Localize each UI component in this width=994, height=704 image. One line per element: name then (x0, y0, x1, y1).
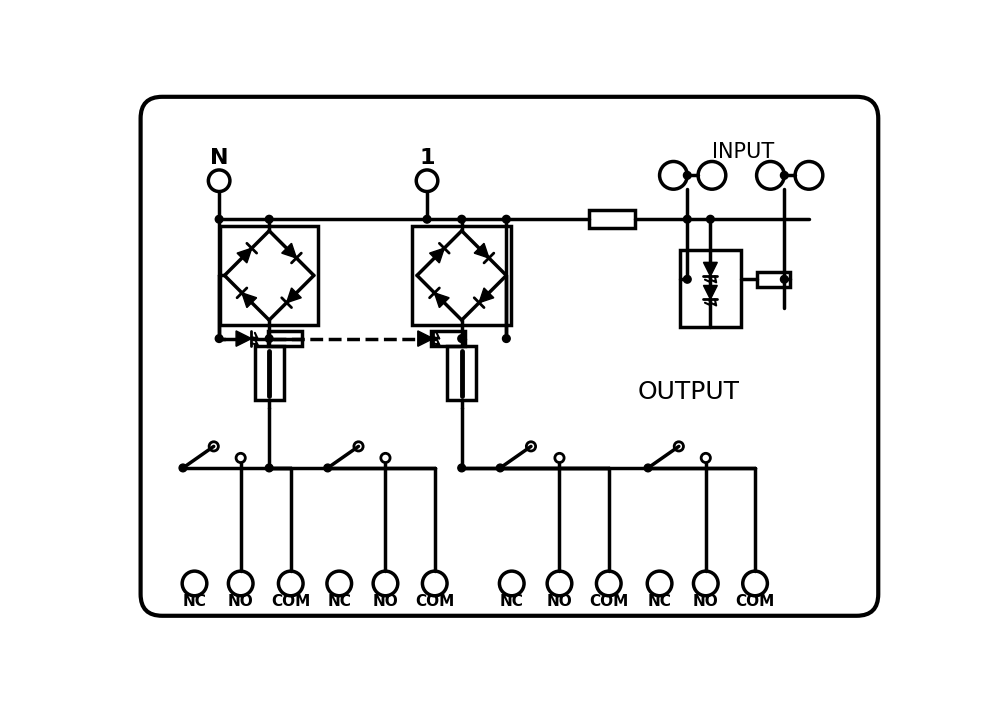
FancyBboxPatch shape (140, 96, 879, 616)
Circle shape (503, 334, 510, 342)
Bar (756, 272, 790, 287)
Bar (254, 346, 284, 400)
Text: NO: NO (228, 594, 253, 610)
Text: NC: NC (327, 594, 351, 610)
Polygon shape (429, 249, 444, 263)
Bar (588, 210, 635, 229)
Polygon shape (417, 331, 433, 346)
Text: INPUT: INPUT (712, 142, 774, 162)
Text: 1: 1 (419, 148, 434, 168)
Text: N: N (210, 148, 229, 168)
Circle shape (216, 215, 223, 223)
Polygon shape (237, 331, 251, 346)
Text: NO: NO (373, 594, 399, 610)
Text: NO: NO (693, 594, 719, 610)
Polygon shape (704, 263, 718, 276)
Bar (680, 250, 742, 327)
Circle shape (265, 334, 273, 342)
Circle shape (324, 464, 332, 472)
Circle shape (707, 215, 715, 223)
Circle shape (503, 215, 510, 223)
Circle shape (423, 215, 430, 223)
Text: NC: NC (500, 594, 524, 610)
Circle shape (458, 464, 465, 472)
Circle shape (216, 334, 223, 342)
Text: COM: COM (736, 594, 774, 610)
Text: NO: NO (547, 594, 573, 610)
Text: COM: COM (271, 594, 310, 610)
Polygon shape (704, 285, 718, 299)
Circle shape (458, 334, 465, 342)
Polygon shape (434, 293, 449, 308)
Polygon shape (281, 244, 296, 258)
Circle shape (496, 464, 504, 472)
Polygon shape (479, 288, 494, 303)
Text: OUTPUT: OUTPUT (638, 380, 740, 405)
Bar (220, 226, 318, 325)
Polygon shape (237, 249, 251, 263)
Circle shape (179, 464, 187, 472)
Circle shape (458, 215, 465, 223)
Text: NC: NC (648, 594, 672, 610)
Text: COM: COM (589, 594, 628, 610)
Circle shape (265, 464, 273, 472)
Polygon shape (474, 244, 489, 258)
Circle shape (684, 172, 691, 180)
Text: COM: COM (415, 594, 454, 610)
Circle shape (265, 215, 273, 223)
Bar (430, 331, 465, 346)
Polygon shape (286, 288, 301, 303)
Circle shape (684, 275, 691, 283)
Text: NC: NC (183, 594, 207, 610)
Circle shape (644, 464, 652, 472)
Circle shape (780, 172, 788, 180)
Circle shape (780, 275, 788, 283)
Polygon shape (242, 293, 256, 308)
Circle shape (684, 215, 691, 223)
Bar (413, 226, 511, 325)
Bar (267, 331, 301, 346)
Bar (447, 346, 476, 400)
